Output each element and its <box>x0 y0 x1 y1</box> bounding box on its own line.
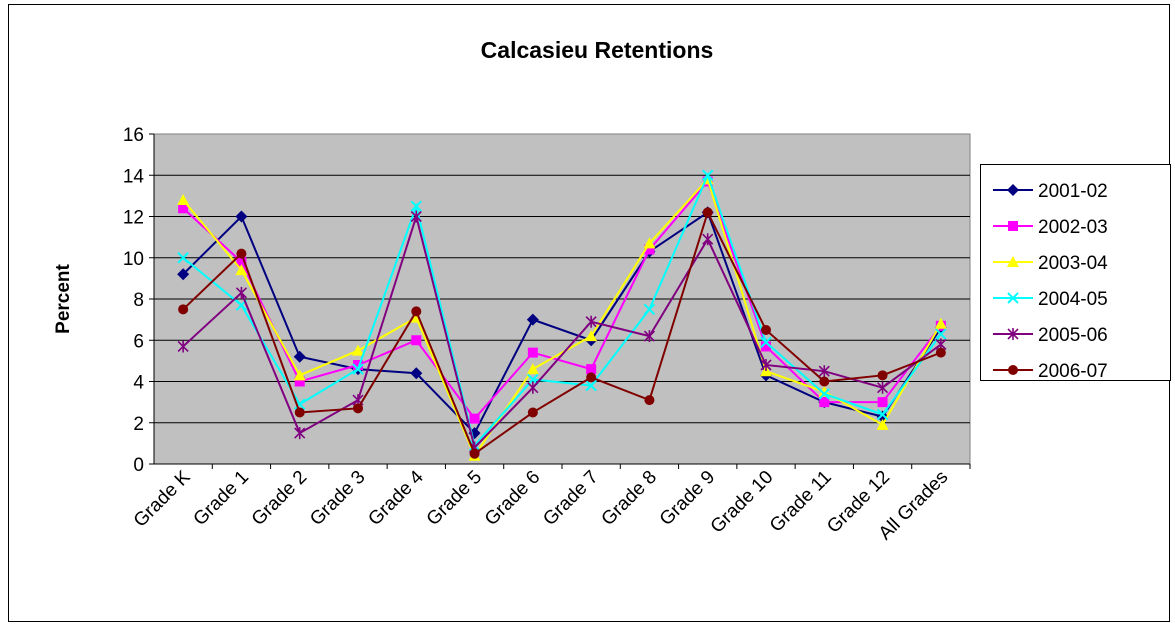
data-point <box>526 313 539 326</box>
data-point <box>236 248 247 259</box>
legend <box>980 164 1171 381</box>
y-tick-label: 16 <box>123 125 144 146</box>
data-point <box>527 381 539 394</box>
data-point <box>644 244 655 255</box>
data-point <box>177 252 189 264</box>
data-point <box>761 341 771 352</box>
data-point <box>410 200 422 212</box>
data-point <box>177 194 190 205</box>
series-line <box>182 172 942 448</box>
legend-label: 2001-02 <box>1038 181 1108 202</box>
series-line <box>182 210 942 435</box>
data-point <box>702 233 714 246</box>
series-line <box>182 177 942 458</box>
y-tick-label: 6 <box>133 331 144 352</box>
data-point <box>178 203 189 214</box>
legend-label: 2004-05 <box>1038 289 1108 310</box>
data-point <box>586 364 597 375</box>
legend-marker <box>1008 221 1018 231</box>
data-point <box>934 317 947 329</box>
data-point <box>177 268 190 281</box>
data-point <box>876 408 889 421</box>
data-point <box>527 407 538 418</box>
y-tick-label: 12 <box>123 208 144 229</box>
y-tick-label: 8 <box>133 290 144 311</box>
data-point <box>644 395 655 406</box>
legend-marker <box>1007 292 1019 304</box>
data-point <box>294 407 305 418</box>
legend-marker <box>1007 328 1019 340</box>
data-point <box>585 379 597 392</box>
legend-marker <box>1008 365 1018 375</box>
series-line <box>182 212 942 450</box>
data-point <box>527 347 538 358</box>
data-point <box>353 360 363 370</box>
data-point <box>760 359 772 371</box>
data-point <box>294 427 306 440</box>
data-point <box>819 397 830 408</box>
data-point <box>585 315 597 328</box>
data-point <box>935 328 947 340</box>
data-point <box>352 363 364 375</box>
data-point <box>469 413 480 424</box>
data-point <box>643 237 656 249</box>
data-point <box>643 303 656 316</box>
data-point <box>702 207 713 218</box>
data-point <box>877 397 888 408</box>
data-point <box>235 264 248 276</box>
chart-title: Calcasieu Retentions <box>481 37 714 63</box>
data-point <box>760 336 772 349</box>
data-point <box>353 403 363 414</box>
data-point <box>469 448 480 459</box>
legend-marker <box>1007 184 1019 196</box>
data-point <box>818 388 830 400</box>
data-point <box>585 330 598 342</box>
y-tick-label: 0 <box>133 455 144 476</box>
y-tick-label: 10 <box>123 249 144 270</box>
data-point <box>410 367 423 380</box>
legend-label: 2006-07 <box>1038 361 1108 382</box>
data-point <box>235 286 247 299</box>
y-tick-label: 2 <box>133 414 144 435</box>
data-point <box>818 365 830 378</box>
data-point <box>702 169 714 181</box>
data-point <box>235 210 248 223</box>
legend-label: 2003-04 <box>1038 253 1108 274</box>
data-point <box>877 370 888 381</box>
data-point <box>294 376 305 387</box>
legend-label: 2002-03 <box>1038 217 1108 238</box>
legend-marker <box>1007 256 1019 267</box>
data-point <box>177 340 189 353</box>
data-point <box>876 418 889 430</box>
legend-label: 2005-06 <box>1038 325 1108 346</box>
data-point <box>526 363 539 375</box>
series-line <box>182 209 942 456</box>
data-point <box>877 381 889 394</box>
data-point <box>819 376 830 387</box>
data-point <box>411 306 422 317</box>
series-line <box>182 179 942 421</box>
data-point <box>935 347 946 358</box>
data-point <box>178 304 189 315</box>
data-point <box>761 324 771 335</box>
y-tick-label: 14 <box>123 166 145 187</box>
y-axis-label: Percent <box>53 263 74 333</box>
data-point <box>293 350 306 363</box>
data-point <box>410 210 422 223</box>
data-point <box>643 330 655 343</box>
data-point <box>236 256 247 267</box>
data-point <box>411 335 422 346</box>
data-point <box>586 372 597 383</box>
data-point <box>352 344 364 356</box>
data-point <box>293 369 306 381</box>
y-tick-label: 4 <box>133 373 144 394</box>
